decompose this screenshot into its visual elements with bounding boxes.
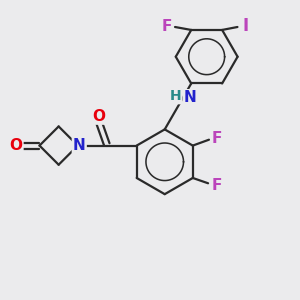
- Text: H: H: [170, 89, 182, 103]
- Text: O: O: [10, 138, 22, 153]
- Text: N: N: [184, 90, 197, 105]
- Text: F: F: [211, 178, 221, 193]
- Text: I: I: [243, 17, 249, 35]
- Text: N: N: [73, 138, 85, 153]
- Text: F: F: [212, 131, 222, 146]
- Text: F: F: [162, 19, 172, 34]
- Text: O: O: [92, 109, 105, 124]
